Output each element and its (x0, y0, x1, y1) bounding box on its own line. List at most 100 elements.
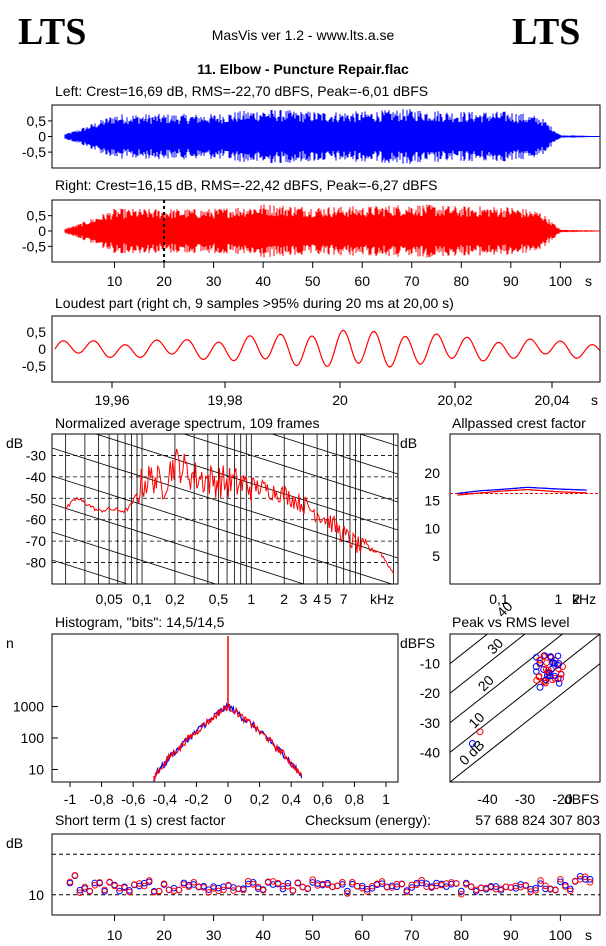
short-crest-x-tick: 40 (255, 927, 271, 943)
peak-rms-point (476, 728, 484, 736)
peak-rms-point (541, 652, 548, 659)
peak-rms-diagonal-label: 10 (465, 709, 487, 731)
short-crest-left-point (576, 872, 584, 880)
checksum-label: Checksum (energy): (305, 812, 431, 828)
spectrum-x-tick: 0,05 (96, 591, 123, 607)
spectrum-slope-line (52, 531, 217, 584)
histogram-x-tick: 0,6 (313, 791, 333, 807)
waveform-x-tick: 90 (503, 273, 519, 289)
peak-rms-diagonal-label: 0 dB (456, 737, 488, 769)
peak-rms-diagonal (450, 634, 600, 754)
app-title: MasVis ver 1.2 - www.lts.a.se (212, 27, 395, 43)
peak-rms-point (557, 670, 565, 678)
short-crest-right-point (294, 879, 302, 887)
histogram-x-tick: -0,6 (121, 791, 145, 807)
short-crest-right-point (81, 883, 89, 891)
short-crest-right-point (566, 887, 574, 895)
short-crest-left-point (557, 878, 564, 886)
peak-rms-point (542, 676, 550, 684)
loudest-part-title: Loudest part (right ch, 9 samples >95% d… (55, 295, 454, 311)
histogram-y-unit: n (6, 635, 14, 651)
histogram-x-tick: 0 (224, 791, 232, 807)
short-crest-right-point (576, 876, 584, 883)
peak-rms-point (543, 659, 550, 667)
loudest-x-tick: 20,02 (437, 392, 472, 408)
peak-rms-x-tick: -20 (552, 791, 572, 807)
peak-rms-point (540, 653, 547, 660)
short-crest-left-point (408, 884, 416, 891)
peak-rms-point (536, 656, 543, 664)
loudest-x-tick: 20 (332, 392, 348, 408)
short-crest-right-point (160, 880, 168, 888)
waveform-x-tick: 100 (549, 273, 573, 289)
short-crest-right-point (170, 887, 178, 895)
short-crest-right-point (393, 880, 401, 888)
right-waveform-y-tick: 0 (38, 223, 46, 239)
short-crest-left-point (457, 887, 465, 895)
spectrum-y-tick: -40 (26, 469, 46, 485)
peak-rms-y-tick: -10 (420, 656, 440, 672)
waveform-x-tick: 20 (156, 273, 172, 289)
short-crest-right-point (274, 879, 282, 887)
allpassed-y-tick: 10 (424, 520, 440, 536)
short-crest-right-point (259, 886, 267, 894)
peak-rms-point (536, 659, 544, 667)
short-crest-right-point (542, 882, 549, 890)
short-crest-right-point (378, 878, 386, 885)
allpassed-x-tick: 0,1 (489, 591, 509, 607)
short-crest-left-point (249, 879, 257, 886)
left-waveform-y-tick: 0,5 (27, 113, 47, 129)
short-crest-right-point (537, 877, 544, 884)
peak-rms-point (469, 740, 476, 748)
short-crest-right-point (150, 888, 158, 896)
left-waveform-title: Left: Crest=16,69 dB, RMS=-22,70 dBFS, P… (55, 83, 428, 99)
short-crest-left-point (284, 879, 292, 887)
short-crest-right-point (532, 887, 539, 894)
short-crest-right-point (145, 877, 153, 884)
allpassed-y-tick: 15 (424, 493, 440, 509)
histogram-y-tick: 100 (21, 730, 45, 746)
short-crest-x-tick: 70 (404, 927, 420, 943)
peak-rms-point (547, 672, 554, 680)
allpassed-y-unit: dB (400, 435, 417, 451)
short-crest-right-point (289, 887, 297, 894)
histogram-title: Histogram, "bits": 14,5/14,5 (55, 614, 225, 630)
short-crest-right-point (205, 889, 212, 896)
short-crest-right-point (329, 883, 336, 891)
short-crest-right-point (349, 878, 356, 886)
histogram-x-tick: -0,2 (184, 791, 208, 807)
waveform-x-unit: s (585, 273, 592, 289)
waveform-x-tick: 50 (305, 273, 321, 289)
histogram-x-tick: 1 (382, 791, 390, 807)
loudest-signal (54, 329, 600, 368)
short-crest-left-point (542, 885, 549, 893)
waveform-x-tick: 60 (354, 273, 370, 289)
left-waveform-y-tick: 0 (38, 129, 46, 145)
spectrum-x-tick: 4 (313, 591, 321, 607)
histogram-x-tick: 0,4 (281, 791, 301, 807)
right-waveform-y-tick: 0,5 (27, 208, 47, 224)
loudest-y-tick: 0,5 (27, 324, 47, 340)
loudest-x-tick: 19,98 (207, 392, 242, 408)
short-crest-right-point (86, 888, 94, 895)
peak-rms-point (554, 665, 562, 673)
short-crest-y-unit: dB (6, 835, 23, 851)
allpassed-left-curve (457, 486, 587, 495)
checksum-value: 57 688 824 307 803 (475, 812, 600, 828)
spectrum-y-unit: dB (6, 435, 23, 451)
histogram-y-tick: 1000 (13, 698, 44, 714)
peak-rms-x-tick: -40 (477, 791, 497, 807)
short-crest-right-point (403, 888, 411, 896)
peak-rms-point (551, 660, 559, 667)
short-crest-left-point (344, 887, 351, 895)
short-crest-left-point (448, 880, 455, 888)
allpassed-frame (449, 433, 601, 585)
short-crest-right-point (502, 883, 510, 891)
short-crest-left-point (418, 879, 425, 887)
short-crest-frame (51, 833, 601, 916)
peak-rms-diagonal (450, 662, 600, 782)
peak-rms-point (533, 668, 540, 675)
track-title: 11. Elbow - Puncture Repair.flac (197, 61, 409, 77)
short-crest-left-point (532, 884, 539, 892)
peak-rms-point (536, 683, 544, 691)
